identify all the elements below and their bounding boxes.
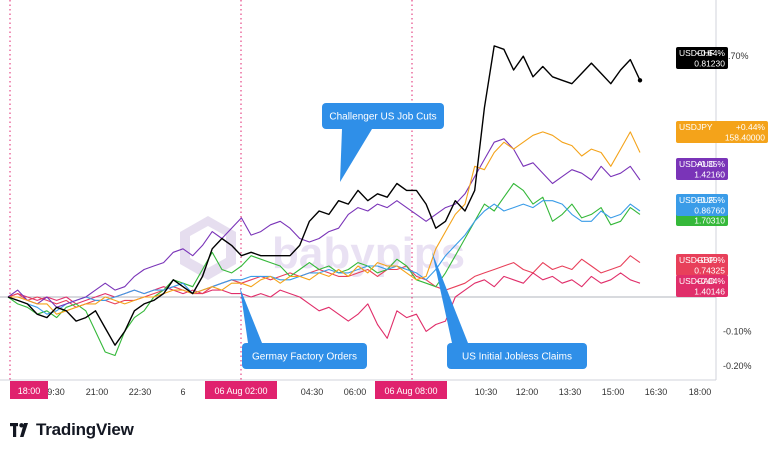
event-markers (9, 0, 413, 380)
time-highlight-label: 18:00 (18, 386, 41, 396)
badge-symbol: USDCHF (679, 48, 714, 58)
series-line-usdeur (7, 200, 641, 315)
x-axis: 9:30 21:00 22:30 6 04:30 06:00 10:30 12:00 13:30… (47, 387, 711, 397)
series-line-usdnzd (7, 182, 641, 357)
price-badge-usdgbp: USDGBP+0.09%0.74325 (676, 254, 728, 276)
badge-change: +0.04% (696, 276, 726, 286)
annotations: Challenger US Job Cuts Germay Factory Ord… (240, 103, 587, 369)
time-highlight-label: 06 Aug 02:00 (214, 386, 267, 396)
last-price-dot (637, 78, 643, 83)
badge-price: 1.40146 (694, 287, 725, 297)
series-line-usdcad (7, 272, 641, 339)
price-badge-usdchf: USDCHF+0.64%0.81230 (676, 47, 728, 69)
time-highlight-label: 06 Aug 08:00 (384, 386, 437, 396)
time-highlight-badge: 06 Aug 02:00 (205, 381, 277, 399)
badge-change: +0.64% (696, 48, 726, 58)
time-highlight-badge: 06 Aug 08:00 (375, 381, 447, 399)
time-axis-highlights: 18:00 06 Aug 02:00 06 Aug 08:00 (10, 381, 447, 399)
badge-price: 1.42160 (694, 170, 725, 180)
badge-change: +0.09% (696, 255, 726, 265)
x-tick-label: 18:00 (689, 387, 712, 397)
series-line-usdjpy (8, 131, 641, 315)
y-tick-label: -0.10% (723, 326, 752, 336)
brand-name: TradingView (36, 420, 134, 439)
price-badge-usdeur: USDEUR+0.25%0.86760 (676, 194, 728, 216)
x-tick-label: 9:30 (47, 387, 65, 397)
badge-change: +0.35% (696, 159, 726, 169)
price-badge-usdjpy: USDJPY +0.44%158.40000 (676, 121, 768, 143)
price-labels: USDCHF+0.64%0.81230 USDJPY +0.44%158.40000… (676, 47, 768, 297)
x-tick-label: 22:30 (129, 387, 152, 397)
y-tick-label: -0.20% (723, 361, 752, 371)
x-tick-label: 04:30 (301, 387, 324, 397)
x-tick-label: 21:00 (86, 387, 109, 397)
badge-symbol: USDGBP (679, 255, 715, 265)
annotation-callout: Germay Factory Orders (240, 288, 367, 369)
badge-change: +0.44% (736, 122, 766, 132)
series-line-usdaud (7, 138, 641, 308)
badge-symbol: USDJPY (679, 122, 713, 132)
badge-symbol: USDAUD (679, 159, 715, 169)
time-highlight-badge: 18:00 (10, 381, 48, 399)
tradingview-logo-icon (10, 423, 32, 437)
badge-symbol: USDCAD (679, 276, 715, 286)
x-tick-label: 12:00 (516, 387, 539, 397)
badge-price: 0.86760 (694, 206, 725, 216)
badge-price: 158.40000 (725, 133, 765, 143)
tradingview-brand: TradingView (10, 418, 134, 442)
series-layer (7, 45, 643, 357)
x-tick-label: 10:30 (475, 387, 498, 397)
x-tick-label: 13:30 (559, 387, 582, 397)
badge-change: +0.25% (696, 195, 726, 205)
badge-price: 0.81230 (694, 59, 725, 69)
x-tick-label: 06:00 (344, 387, 367, 397)
y-tick-label: 0.70% (723, 51, 749, 61)
annotation-callout: Challenger US Job Cuts (322, 103, 444, 182)
badge-price: 1.70310 (694, 216, 725, 226)
x-tick-label: 15:00 (602, 387, 625, 397)
annotation-text: Germay Factory Orders (252, 352, 357, 363)
series-line-usdchf (7, 45, 641, 346)
x-tick-label: 16:30 (645, 387, 668, 397)
annotation-text: US Initial Jobless Claims (462, 352, 572, 363)
annotation-text: Challenger US Job Cuts (329, 112, 436, 123)
badge-price: 0.74325 (694, 266, 725, 276)
x-tick-label: 6 (180, 387, 185, 397)
annotation-callout: US Initial Jobless Claims (432, 252, 587, 369)
price-badge-usdaud: USDAUD+0.35%1.42160 (676, 158, 728, 180)
badge-symbol: USDEUR (679, 195, 715, 205)
price-badge-usdcad: USDCAD+0.04%1.40146 (676, 275, 728, 297)
